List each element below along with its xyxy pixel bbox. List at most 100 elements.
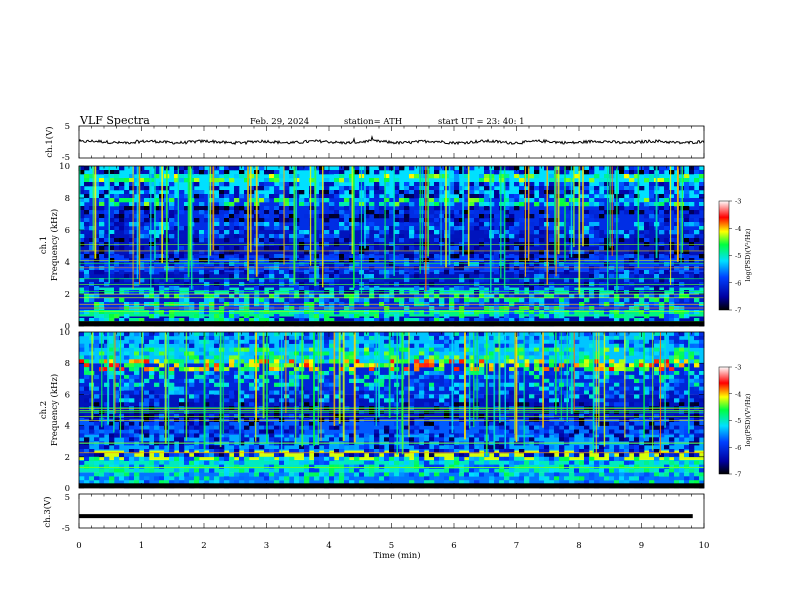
spectrogram-cell [379,472,385,477]
spectrogram-cell [79,210,85,215]
spectrogram-cell [384,202,390,207]
spectrogram-cell [479,318,485,323]
spectrogram-cell [214,230,220,235]
spectrogram-cell [169,332,175,337]
spectrogram-cell [149,254,155,259]
spectrogram-cell [339,433,345,438]
spectrogram-cell [319,166,325,171]
spectrogram-cell [449,437,455,442]
spectrogram-cell [314,254,320,259]
spectrogram-cell [114,468,120,473]
spectrogram-cell [384,339,390,344]
spectrogram-cell [144,413,150,419]
spectrogram-cell [419,194,425,199]
spectrogram-cell [244,314,250,319]
spectrogram-cell [649,178,655,183]
spectrogram-cell [469,343,475,348]
spectrogram-cell [414,234,420,239]
spectrogram-cell [389,214,395,219]
spectrogram-cell [319,270,325,275]
spectrogram-cell [589,290,595,295]
spectrogram-cell [94,182,100,187]
spectrogram-cell [289,347,295,352]
spectrogram-cell [499,174,505,179]
spectrogram-cell [289,182,295,187]
spectrogram-cell [469,210,475,215]
spectrogram-cell [144,449,150,454]
spectrogram-cell [374,425,380,430]
spectrogram-cell [234,298,240,303]
spectrogram-cell [354,402,360,407]
spectrogram-cell [464,382,470,387]
spectrogram-cell [244,394,250,399]
spectrogram-cell [104,355,110,360]
spectrogram-cell [409,270,415,275]
spectrogram-cell [584,190,590,195]
spectrogram-cell [209,445,215,450]
spectrogram-cell [199,460,205,465]
spectrogram-cell [699,274,705,279]
spectrogram-cell [299,286,305,291]
spectrogram-cell [424,286,430,291]
spectrogram-cell [444,359,450,364]
spectrogram-cell [89,294,95,299]
spectrogram-cell [519,298,525,303]
spectrogram-cell [344,294,350,299]
spectrogram-cell [364,417,370,422]
spectrogram-cell [609,170,615,175]
spectrogram-cell [189,290,195,295]
spectrogram-cell [264,476,270,481]
spectrogram-cell [484,174,490,179]
spectrogram-cell [174,170,180,175]
spectrogram-cell [579,314,585,319]
spectrogram-cell [119,298,125,303]
spectrogram-cell [244,374,250,380]
spectrogram-cell [154,246,160,251]
spectrogram-cell [599,178,605,183]
spectrogram-cell [664,262,670,267]
spectrogram-cell [219,425,225,430]
spectrogram-cell [409,410,415,415]
spectrogram-cell [674,194,680,199]
spectrogram-cell [479,242,485,247]
spectrogram-cell [354,417,360,422]
spectrogram-cell [444,335,450,341]
spectrogram-cell [614,318,620,323]
spectrogram-cell [514,230,520,235]
spectrogram-cell [199,452,205,458]
spectrogram-cell [379,410,385,415]
spectrogram-cell [684,234,690,239]
spectrogram-cell [564,238,570,243]
spectrogram-cell [324,472,330,477]
spectrogram-cell [559,246,565,251]
spectrogram-cell [239,437,245,442]
spectrogram-cell [144,402,150,407]
spectrogram-cell [209,290,215,295]
spectrogram-cell [304,270,310,275]
spectrogram-cell [494,298,500,303]
spectrogram-cell [404,254,410,259]
spectrogram-cell [424,174,430,179]
spectrogram-cell [199,170,205,175]
spectrogram-cell [154,437,160,442]
spectrogram-cell [599,214,605,219]
spectrogram-cell [419,351,425,356]
spectrogram-cell [314,394,320,399]
spectrogram-cell [424,234,430,239]
spectrogram-cell [154,262,160,267]
spectrogram-cell [189,378,195,383]
spectrogram-cell [389,254,395,259]
spectrogram-cell [129,398,135,403]
spectrogram-cell [229,390,235,395]
spectrogram-cell [539,206,545,211]
spectrogram-cell [354,468,360,473]
spectrogram-cell [269,351,275,356]
spectrogram-cell [309,343,315,348]
spectrogram-cell [364,302,370,307]
spectrogram-cell [514,262,520,267]
spectrogram-cell [109,226,115,231]
spectrogram-cell [589,186,595,191]
spectrogram-cell [154,286,160,291]
spectrogram-cell [219,198,225,203]
spectrogram-cell [199,367,205,372]
